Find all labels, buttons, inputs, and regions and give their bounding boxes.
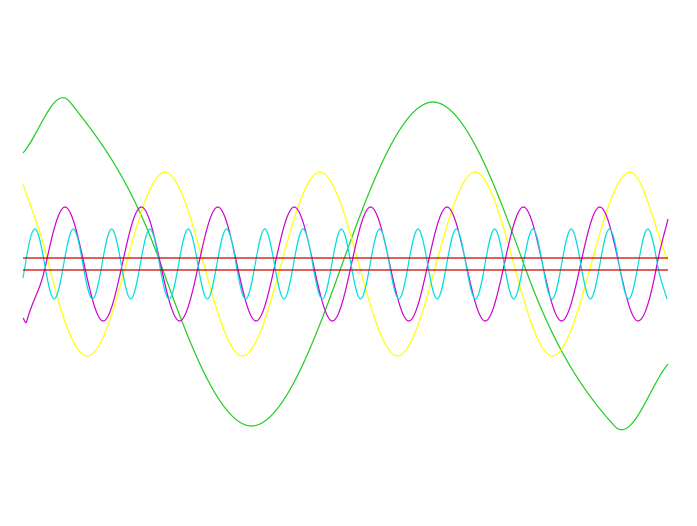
wave-line <box>22 171 669 357</box>
wave-line <box>22 206 669 324</box>
wave-line <box>22 97 669 430</box>
wave-line <box>22 228 668 300</box>
